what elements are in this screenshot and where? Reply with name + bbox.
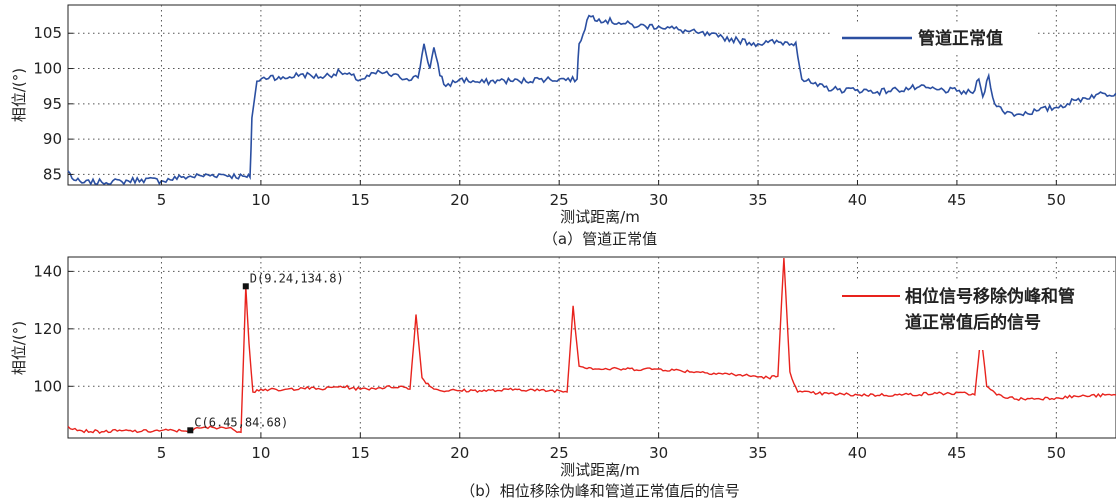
panel-a-xtick-label: 25 xyxy=(550,191,569,209)
panel-a-xtick-label: 5 xyxy=(157,191,167,209)
panel-a-xtick-label: 35 xyxy=(749,191,768,209)
panel-b: 100 120 140 5 10 15 20 25 30 35 40 45 50 D(9.24,134… xyxy=(10,256,1116,500)
panel-a-ytick-label: 95 xyxy=(43,95,62,113)
panel-b-ytick-label: 120 xyxy=(33,320,62,338)
panel-a-xtick-label: 45 xyxy=(947,191,966,209)
panel-b-legend-line1: 相位信号移除伪峰和管 xyxy=(905,286,1075,307)
panel-a-xtick-label: 30 xyxy=(649,191,668,209)
panel-b-ytick-label: 140 xyxy=(33,262,62,280)
panel-b-xtick-label: 30 xyxy=(649,444,668,462)
panel-b-caption: （b）相位移除伪峰和管道正常值后的信号 xyxy=(460,482,740,500)
panel-a-xlabel: 测试距离/m xyxy=(560,208,640,226)
panel-a-xtick-label: 10 xyxy=(251,191,270,209)
panel-b-annotation-marker xyxy=(242,283,249,290)
panel-b-xtick-label: 10 xyxy=(251,444,270,462)
panel-b-legend-box xyxy=(838,280,1114,350)
panel-b-ytick-label: 100 xyxy=(33,377,62,395)
panel-a-ytick-label: 105 xyxy=(33,24,62,42)
panel-b-xtick-label: 40 xyxy=(848,444,867,462)
panel-a-xtick-label: 50 xyxy=(1047,191,1066,209)
panel-b-xtick-label: 20 xyxy=(450,444,469,462)
panel-a-ytick-label: 100 xyxy=(33,60,62,78)
panel-b-xlabel: 测试距离/m xyxy=(560,461,640,479)
panel-b-annotation-label: C(6.45,84.68) xyxy=(194,415,288,429)
panel-a-xtick-label: 20 xyxy=(450,191,469,209)
panel-a-legend-label: 管道正常值 xyxy=(918,28,1003,49)
panel-a-ytick-label: 85 xyxy=(43,165,62,183)
panel-b-xtick-label: 35 xyxy=(749,444,768,462)
panel-a-ylabel: 相位/(°) xyxy=(10,68,28,122)
panel-b-ylabel: 相位/(°) xyxy=(10,321,28,375)
panel-b-xtick-label: 5 xyxy=(157,444,167,462)
panel-b-legend: 相位信号移除伪峰和管 道正常值后的信号 xyxy=(838,280,1114,350)
panel-a-ytick-label: 90 xyxy=(43,130,62,148)
panel-a-xtick-label: 15 xyxy=(351,191,370,209)
panel-b-annotation-marker xyxy=(187,427,194,434)
panel-b-annotation-label: D(9.24,134.8) xyxy=(250,271,344,285)
panel-b-legend-line2: 道正常值后的信号 xyxy=(905,312,1041,333)
panel-b-series-line xyxy=(67,257,1116,435)
panel-b-xtick-label: 15 xyxy=(351,444,370,462)
panel-a-series-line xyxy=(67,14,1116,186)
panel-b-xtick-label: 45 xyxy=(947,444,966,462)
panel-b-xtick-label: 50 xyxy=(1047,444,1066,462)
panel-a-xtick-label: 40 xyxy=(848,191,867,209)
panel-a-caption: （a）管道正常值 xyxy=(543,230,657,248)
panel-a-legend: 管道正常值 xyxy=(832,22,1037,54)
panel-b-legend-label: 相位信号移除伪峰和管 道正常值后的信号 xyxy=(905,286,1081,333)
panel-b-xtick-label: 25 xyxy=(550,444,569,462)
